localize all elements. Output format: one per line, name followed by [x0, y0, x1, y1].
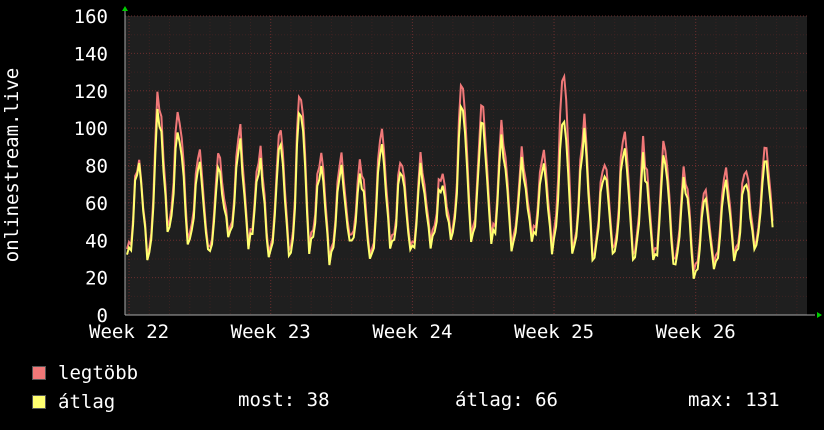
x-tick-label: Week 25 [514, 321, 594, 343]
legend-swatch-avg [32, 395, 46, 409]
legend-label-max: legtöbb [58, 362, 139, 384]
stat-max: max: 131 [688, 389, 780, 411]
legend-label-avg: átlag [58, 391, 116, 413]
y-axis-arrow-icon [122, 6, 128, 11]
legend-item-avg: átlag [32, 391, 115, 413]
y-tick-label: 120 [74, 81, 108, 103]
legend-item-max: legtöbb [32, 362, 138, 384]
series-line-atlag [126, 103, 774, 279]
x-axis-arrow-icon [817, 312, 822, 318]
x-tick-label: Week 23 [231, 321, 311, 343]
axes [122, 6, 822, 318]
y-tick-label: 100 [74, 118, 108, 140]
y-tick-label: 40 [85, 230, 108, 252]
y-tick-label: 60 [85, 193, 108, 215]
y-tick-label: 80 [85, 156, 108, 178]
y-axis-label: onlinestream.live [1, 68, 23, 262]
stat-now: most: 38 [238, 389, 330, 411]
y-tick-label: 160 [74, 6, 108, 28]
x-tick-label: Week 26 [656, 321, 736, 343]
series-group [126, 72, 774, 279]
y-tick-label: 140 [74, 43, 108, 65]
y-tick-label: 20 [85, 268, 108, 290]
legend-swatch-max [32, 366, 46, 380]
x-tick-label: Week 22 [89, 321, 169, 343]
y-tick-label: 0 [97, 305, 108, 327]
stat-average: átlag: 66 [455, 389, 558, 411]
x-tick-label: Week 24 [372, 321, 452, 343]
tick-labels: 0 20 40 60 80 100 120 140 160 Week 22 Week 23 Week … [74, 6, 736, 343]
